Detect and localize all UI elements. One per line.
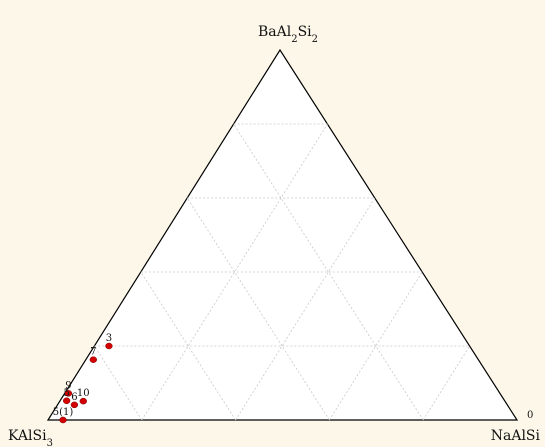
- data-points: 37 95 6 105(1): [53, 333, 113, 424]
- grid-line: [233, 123, 424, 421]
- data-point: [62, 397, 71, 405]
- data-point: [89, 356, 97, 363]
- point-label: 3: [106, 333, 112, 344]
- point-label: 6: [71, 392, 77, 403]
- corner-tick-label: 0: [527, 410, 533, 421]
- grid-line: [94, 345, 143, 421]
- data-point: [105, 342, 113, 350]
- data-point: [70, 401, 79, 409]
- triangle-frame: [46, 48, 519, 421]
- grid-lines: [94, 123, 470, 421]
- point-label: 5(1): [53, 407, 74, 418]
- grid-line: [140, 271, 236, 421]
- vertex-label-bottom-right: NaAlSi: [491, 428, 541, 444]
- data-point: [64, 390, 73, 397]
- point-label: 9: [65, 380, 71, 391]
- vertex-label-top: BaAl2Si2: [258, 24, 318, 45]
- grid-line: [329, 271, 423, 421]
- point-label: 10: [77, 388, 90, 399]
- data-point: [59, 416, 67, 424]
- point-label: 5: [63, 388, 69, 399]
- data-point: [79, 397, 87, 405]
- vertex-label-bottom-left: KAlSi3: [8, 428, 53, 447]
- grid-line: [422, 345, 470, 421]
- point-label: 7: [90, 347, 96, 358]
